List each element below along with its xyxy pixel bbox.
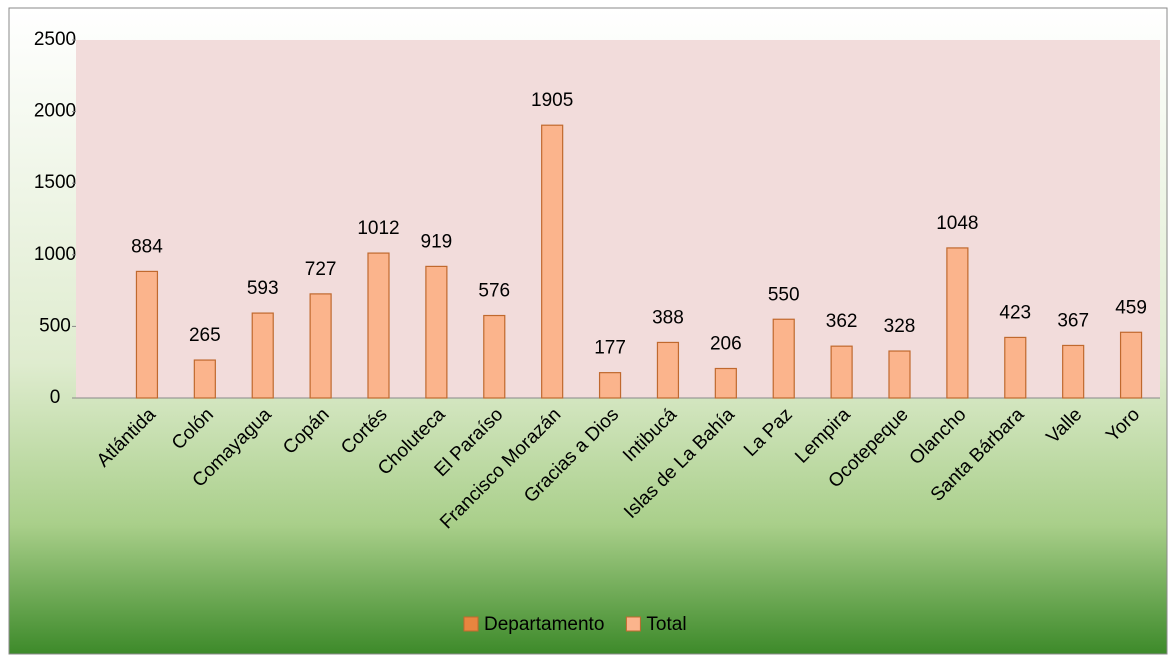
data-label: 1048 <box>936 213 978 234</box>
data-label: 593 <box>247 278 279 299</box>
data-label: 459 <box>1115 297 1147 318</box>
data-label: 388 <box>652 307 684 328</box>
bar <box>367 252 390 399</box>
bar <box>598 372 622 399</box>
bar <box>1062 344 1085 399</box>
data-label: 367 <box>1057 310 1089 331</box>
bar <box>1004 336 1027 399</box>
y-tick-label: 500 <box>39 315 71 336</box>
data-label: 362 <box>826 311 858 332</box>
bar <box>1119 331 1143 399</box>
y-tick-label: 1000 <box>34 244 76 265</box>
bar <box>656 341 680 399</box>
bar <box>541 124 564 399</box>
data-label: 1905 <box>531 90 573 111</box>
data-label: 727 <box>305 259 337 280</box>
legend-swatch <box>625 616 641 632</box>
data-label: 177 <box>594 338 626 359</box>
data-label: 423 <box>999 302 1031 323</box>
bar <box>193 359 216 399</box>
y-tick-label: 2000 <box>34 101 76 122</box>
data-label: 919 <box>421 231 453 252</box>
bar <box>425 265 448 399</box>
data-label: 206 <box>710 334 742 355</box>
bar <box>830 345 853 399</box>
bar <box>309 293 332 399</box>
data-label: 328 <box>884 316 916 337</box>
data-label: 884 <box>131 236 163 257</box>
y-tick-label: 0 <box>50 387 61 408</box>
bar <box>135 270 159 399</box>
bar <box>888 350 911 399</box>
y-tick-label: 2500 <box>34 29 76 50</box>
legend-label: Departamento <box>484 614 604 635</box>
bar <box>772 318 795 399</box>
legend-swatch <box>463 616 479 632</box>
data-label: 576 <box>478 281 510 302</box>
bar <box>251 312 274 399</box>
data-label: 1012 <box>357 218 399 239</box>
y-tick-label: 1500 <box>34 172 76 193</box>
bar <box>946 247 969 399</box>
bar <box>483 314 506 399</box>
bar <box>714 367 737 399</box>
data-label: 550 <box>768 284 800 305</box>
legend-label: Total <box>646 614 686 635</box>
data-label: 265 <box>189 325 221 346</box>
